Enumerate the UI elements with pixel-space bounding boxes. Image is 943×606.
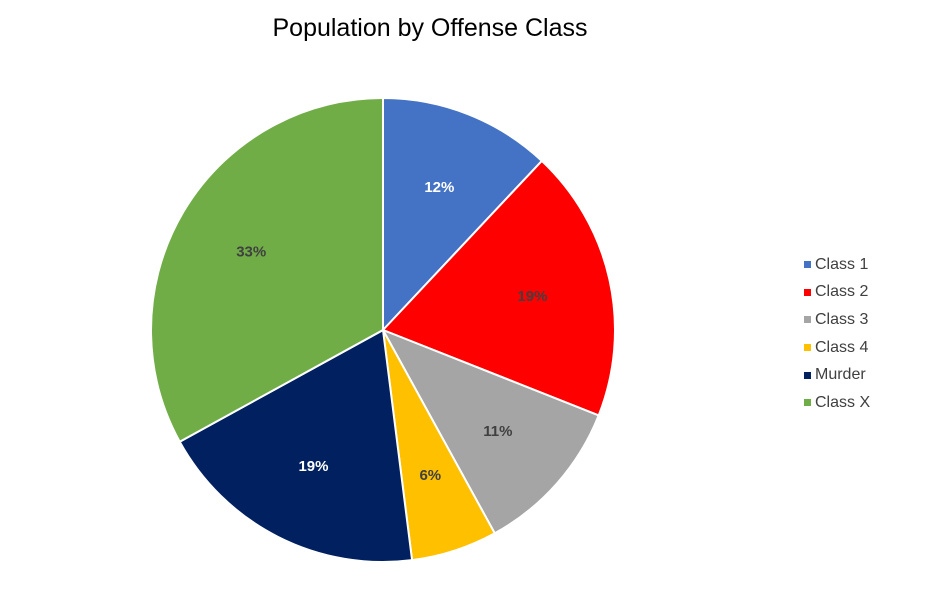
data-label-class-x: 33% xyxy=(236,244,266,261)
pie-slice-class-1 xyxy=(382,96,544,333)
data-label-class-2: 19% xyxy=(517,288,547,305)
legend-label-class-3: Class 3 xyxy=(815,310,869,328)
legend-item-murder: Murder xyxy=(804,361,870,389)
legend-item-class-4: Class 4 xyxy=(804,334,870,362)
legend-item-class-3: Class 3 xyxy=(804,306,870,334)
pie-slice-class-x xyxy=(150,96,384,444)
legend-swatch-class-x xyxy=(804,399,811,407)
legend-label-class-2: Class 2 xyxy=(815,283,869,301)
legend-label-murder: Murder xyxy=(815,366,866,384)
legend-label-class-x: Class X xyxy=(815,393,871,411)
legend-label-class-4: Class 4 xyxy=(815,338,869,356)
data-label-class-1: 12% xyxy=(424,179,454,196)
pie-slice-class-3 xyxy=(380,328,601,535)
data-label-murder: 19% xyxy=(298,458,328,475)
pie-slice-murder xyxy=(178,328,414,563)
data-label-class-3: 11% xyxy=(483,423,512,440)
chart-title: Population by Offense Class xyxy=(272,14,588,42)
legend-swatch-class-2 xyxy=(804,288,811,296)
legend-item-class-x: Class X xyxy=(804,389,870,417)
legend-item-class-2: Class 2 xyxy=(804,279,870,307)
legend-swatch-murder xyxy=(804,371,811,379)
pie-slice-class-2 xyxy=(381,159,616,417)
legend-swatch-class-3 xyxy=(804,316,811,324)
legend: Class 1 Class 2 Class 3 Class 4 Murder Class … xyxy=(804,251,870,417)
legend-swatch-class-4 xyxy=(804,344,811,352)
legend-label-class-1: Class 1 xyxy=(815,255,869,273)
legend-item-class-1: Class 1 xyxy=(804,251,870,279)
data-label-class-4: 6% xyxy=(419,467,441,484)
legend-swatch-class-1 xyxy=(804,261,811,269)
